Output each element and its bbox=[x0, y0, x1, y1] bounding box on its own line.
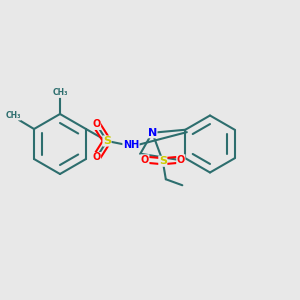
Text: O: O bbox=[92, 119, 101, 130]
Text: O: O bbox=[177, 155, 185, 165]
Text: O: O bbox=[92, 152, 101, 163]
Text: N: N bbox=[148, 128, 157, 138]
Text: NH: NH bbox=[123, 140, 139, 151]
Text: CH₃: CH₃ bbox=[52, 88, 68, 98]
Text: CH₃: CH₃ bbox=[5, 111, 21, 120]
Text: O: O bbox=[141, 155, 149, 165]
Text: S: S bbox=[103, 136, 111, 146]
Text: S: S bbox=[159, 156, 167, 166]
